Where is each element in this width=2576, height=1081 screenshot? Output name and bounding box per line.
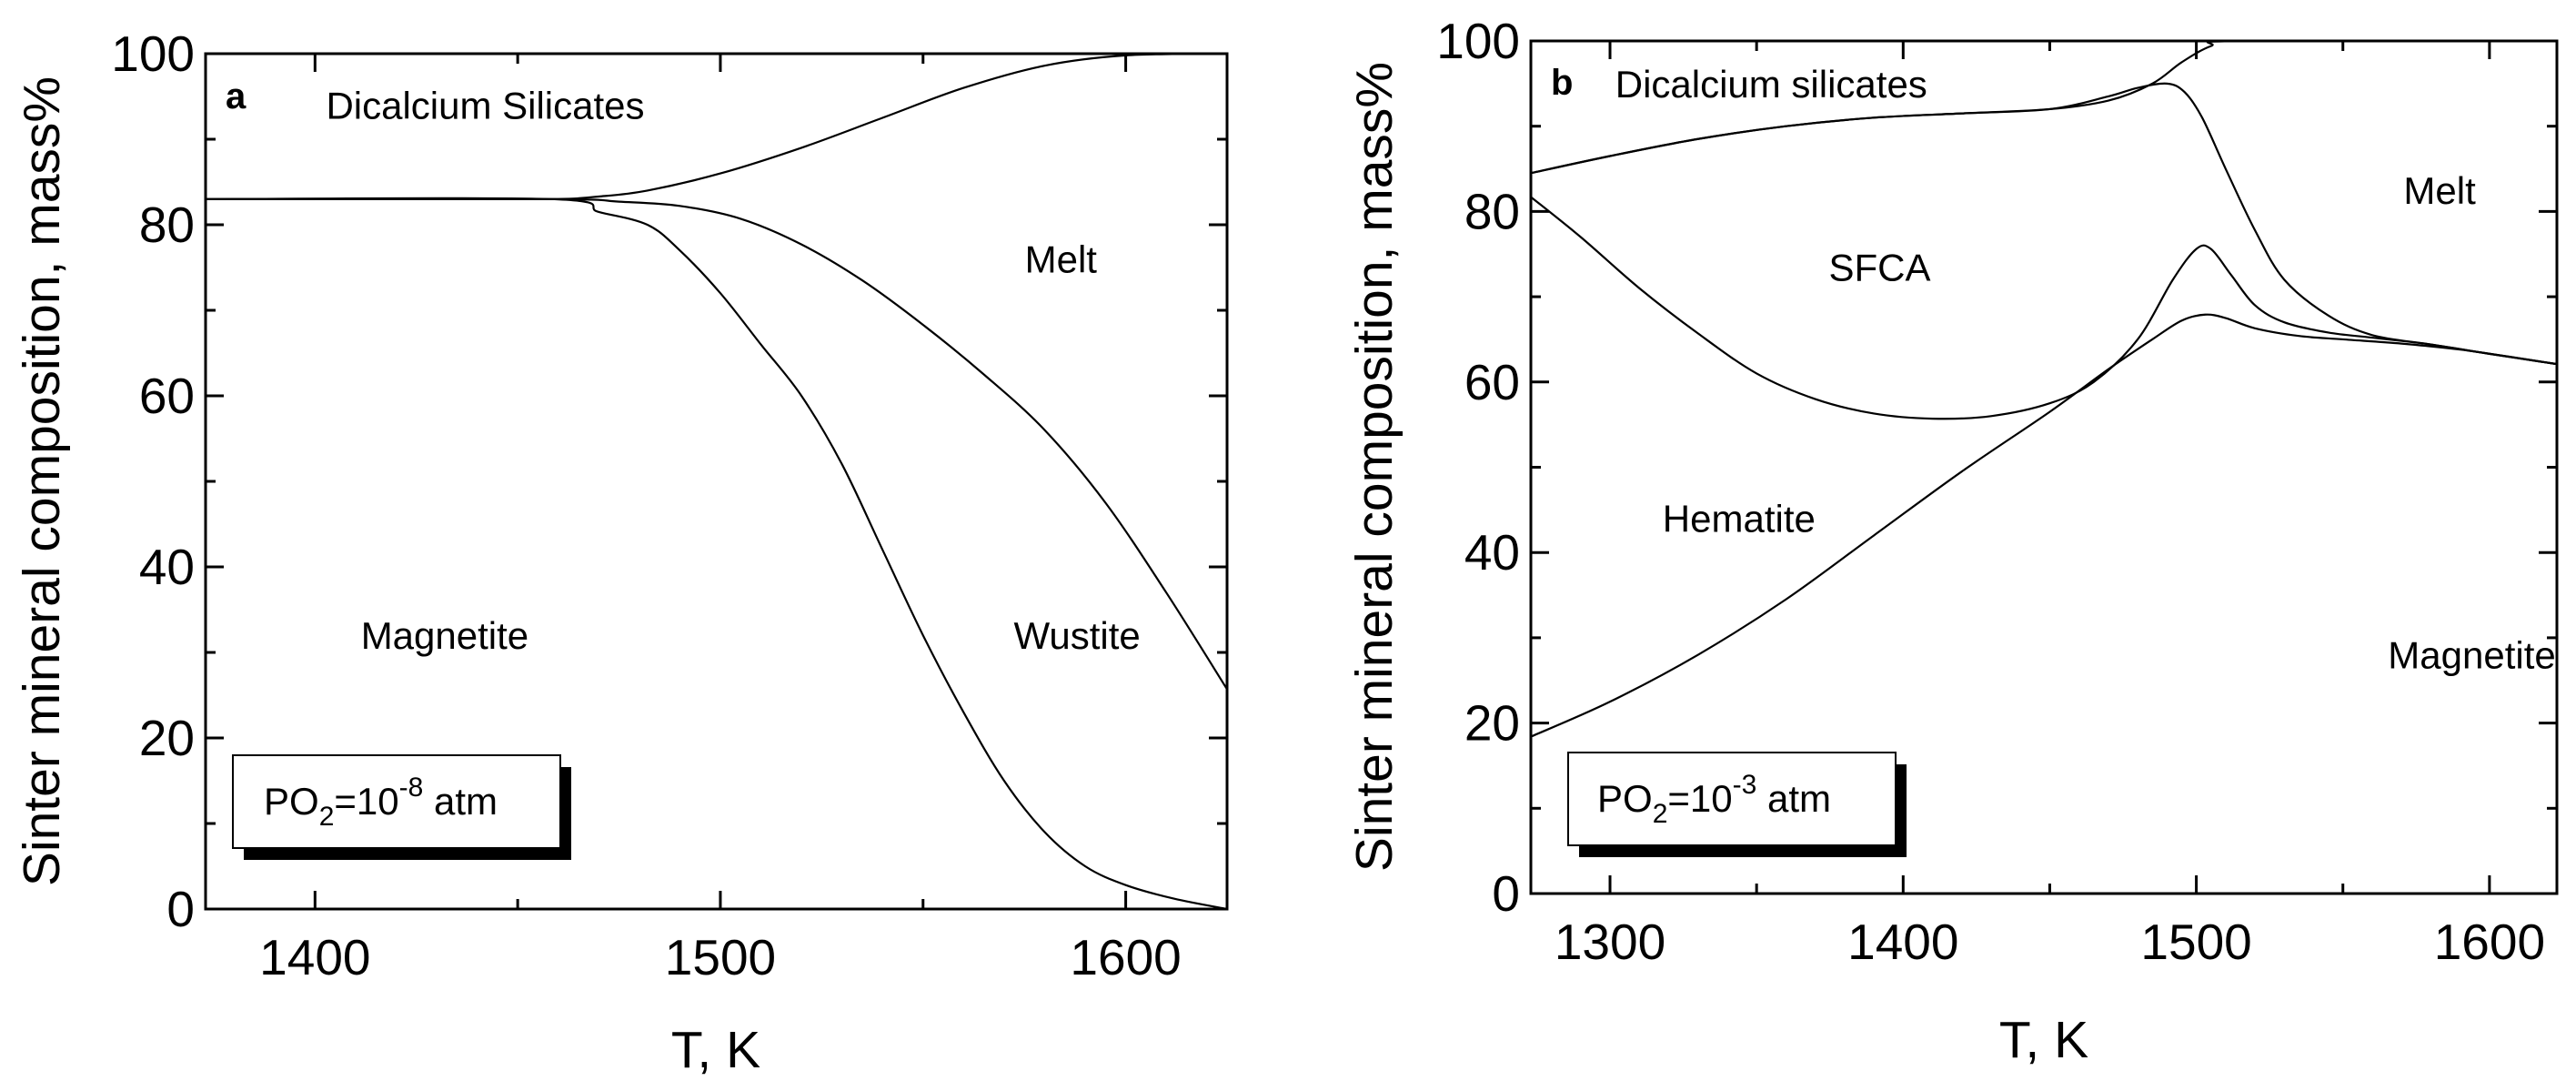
panel-b-y-tick-label: 20 — [1464, 695, 1520, 752]
panel-b-y-tick-label: 80 — [1464, 183, 1520, 239]
panel-b-boundary-curve-2 — [1530, 82, 2558, 366]
panel-a-boundary-curve-3 — [205, 197, 1228, 911]
panel-b-region-label: Melt — [2403, 169, 2476, 212]
chart-panel-b: 1300 1400 1500 1600 0 20 40 60 80 100 Dicalcium s… — [1345, 13, 2559, 1069]
panel-b-condition-text: PO2=10-3 atm — [1597, 770, 1831, 829]
panel-b-x-tick-label: 1600 — [2434, 914, 2545, 970]
panel-a-y-tick-label: 40 — [139, 539, 195, 595]
panel-a-condition-text: PO2=10-8 atm — [264, 773, 498, 832]
panel-a-condition-box-frame — [232, 754, 561, 849]
panel-a-y-tick-label: 80 — [139, 197, 195, 253]
panel-a-tick-labels: 1400 1500 1600 0 20 40 60 80 100 — [111, 25, 1182, 985]
panel-a-region-label: Wustite — [1013, 614, 1140, 657]
panel-b-y-tick-label: 60 — [1464, 354, 1520, 410]
panel-b-region-labels: Dicalcium silicates Melt SFCA Hematite Magne… — [1615, 63, 2556, 677]
panel-b-y-tick-label: 100 — [1436, 13, 1520, 69]
panel-b-region-label: Magnetite — [2388, 634, 2555, 677]
panel-b-boundary-curve-1 — [1530, 39, 2558, 175]
panel-b-y-tick-label: 40 — [1464, 524, 1520, 581]
panel-b-condition-box-frame — [1567, 752, 1897, 846]
panel-b-region-label: Dicalcium silicates — [1615, 63, 1927, 106]
panel-a-region-labels: Dicalcium Silicates Melt Wustite Magnetite — [326, 84, 1140, 657]
panel-b-ticks — [1531, 39, 2557, 895]
panel-b-x-tick-label: 1400 — [1847, 914, 1958, 970]
panel-a-y-tick-label: 60 — [139, 368, 195, 424]
panel-b-condition-box: PO2=10-3 atm — [1567, 752, 1907, 857]
panel-a-ticks — [206, 52, 1227, 911]
panel-a-y-tick-label: 20 — [139, 710, 195, 766]
panel-b-boundary-curve-4 — [1530, 313, 2558, 738]
panel-a-region-label: Dicalcium Silicates — [326, 84, 644, 126]
panel-b-x-tick-label: 1300 — [1555, 914, 1665, 970]
panel-b-boundary-curve-3 — [1530, 196, 2558, 420]
chart-panel-a: 1400 1500 1600 0 20 40 60 80 100 Dicalcium Silic… — [13, 25, 1229, 1079]
panel-b-y-axis-title: Sinter mineral composition, mass% — [1345, 62, 1404, 872]
panel-a-region-label: Magnetite — [361, 614, 528, 657]
panel-b-x-axis-title: T, K — [1999, 1011, 2088, 1069]
panel-b-letter: b — [1551, 63, 1573, 103]
panel-a-boundary-curve-2 — [205, 197, 1228, 691]
panel-a-y-tick-label: 0 — [166, 881, 195, 937]
panel-a-x-axis-title: T, K — [671, 1021, 760, 1079]
panel-b-tick-labels: 1300 1400 1500 1600 0 20 40 60 80 100 — [1436, 13, 2545, 970]
panel-b-region-label: SFCA — [1829, 246, 1931, 288]
panel-a-region-label: Melt — [1025, 238, 1098, 281]
panel-b-region-label: Hematite — [1663, 498, 1816, 540]
panel-a-y-tick-label: 100 — [111, 25, 195, 82]
panel-b-y-tick-label: 0 — [1492, 865, 1520, 922]
panel-a-x-tick-label: 1600 — [1070, 929, 1181, 985]
panel-a-letter: a — [226, 76, 247, 116]
panel-b-x-tick-label: 1500 — [2140, 914, 2251, 970]
panel-a-y-axis-title: Sinter mineral composition, mass% — [13, 76, 71, 886]
panel-a-x-tick-label: 1400 — [259, 929, 370, 985]
panel-b-curves — [1530, 39, 2558, 738]
panel-a-condition-box: PO2=10-8 atm — [232, 754, 571, 860]
panel-a-curves — [205, 52, 1228, 911]
panel-a-x-tick-label: 1500 — [665, 929, 776, 985]
